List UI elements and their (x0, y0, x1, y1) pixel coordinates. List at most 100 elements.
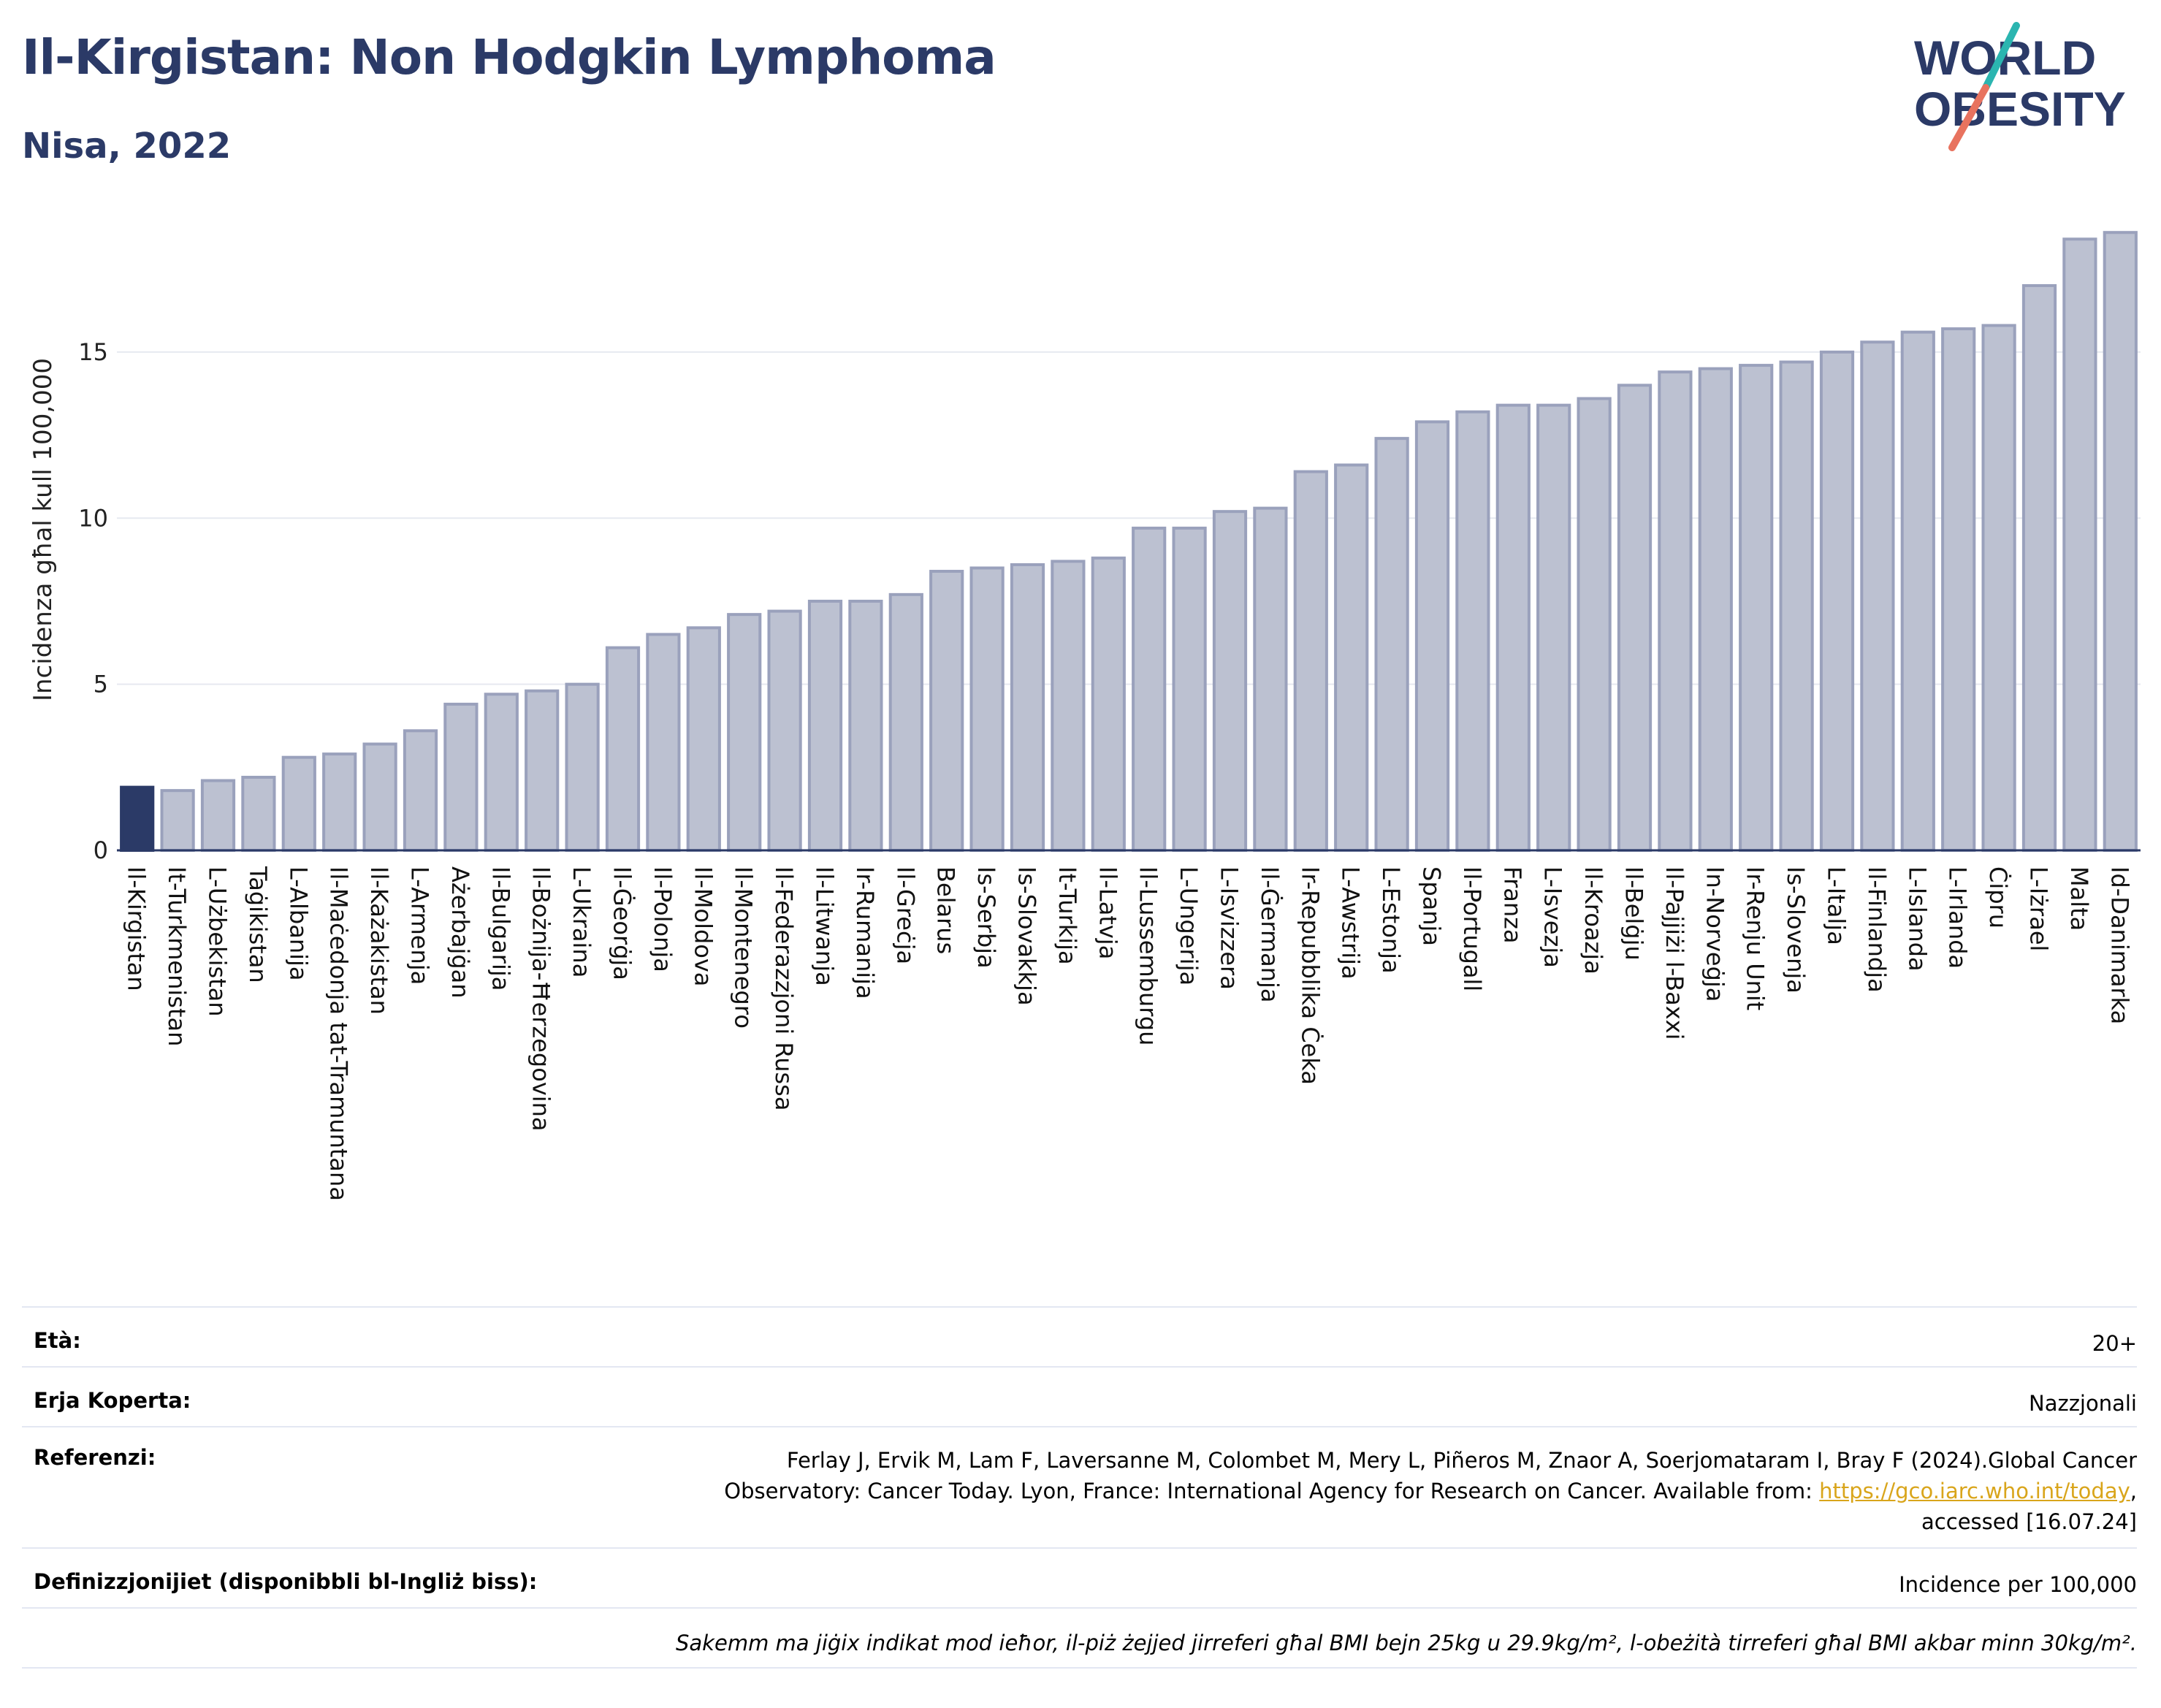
y-tick-label: 10 (78, 504, 108, 532)
bar (1900, 330, 1935, 852)
bar (1334, 463, 1369, 852)
age-value: 20+ (2092, 1331, 2137, 1356)
x-tick-label: Il-Polonja (649, 866, 676, 972)
bar (1779, 360, 1814, 852)
bar (1293, 470, 1328, 852)
reference-link[interactable]: https://gco.iarc.who.int/today (1819, 1479, 2130, 1503)
bar (807, 599, 843, 853)
bar (484, 693, 519, 852)
bar (1739, 364, 1774, 852)
x-tick-label: L-Italja (1823, 866, 1851, 945)
x-tick-label: Is-Slovenja (1782, 866, 1810, 994)
bar (1658, 370, 1693, 852)
x-tick-label: L-Użbekistan (204, 866, 232, 1017)
bar (2062, 237, 2097, 852)
bar (1010, 563, 1045, 852)
bar (1860, 340, 1895, 852)
info-row-definitions: Definizzjonijiet (disponibbli bl-Ingliż … (22, 1569, 2137, 1598)
info-row-references: Referenzi: Ferlay J, Ervik M, Lam F, Lav… (22, 1445, 2137, 1540)
reference-line-1: Ferlay J, Ervik M, Lam F, Laversanne M, … (786, 1448, 2137, 1473)
x-tick-label: Ażerbajġan (446, 866, 474, 999)
bar (605, 646, 641, 852)
x-tick-label: Il-Bulgarija (487, 866, 514, 991)
x-tick-label: Il-Każakistan (365, 866, 393, 1015)
bar (888, 592, 923, 853)
x-tick-label: L-Estonja (1377, 866, 1405, 974)
x-tick-label: Il-Ġeorġja (609, 866, 636, 980)
bar (1617, 384, 1653, 852)
x-tick-label: Malta (2065, 866, 2093, 931)
bar (1091, 556, 1126, 853)
x-tick-label: Is-Serbja (972, 866, 1000, 969)
bar (1132, 526, 1167, 852)
references-value: Ferlay J, Ervik M, Lam F, Laversanne M, … (724, 1445, 2137, 1537)
separator (22, 1667, 2137, 1669)
y-tick-label: 0 (94, 836, 108, 864)
x-tick-label: L-Awstrija (1337, 866, 1365, 980)
x-tick-label: Il-Maċedonja tat-Tramuntana (325, 866, 353, 1201)
separator (22, 1426, 2137, 1427)
bar (160, 789, 195, 852)
x-tick-label: Ir-Renju Unit (1742, 866, 1769, 1010)
bar (1414, 420, 1450, 852)
bar (241, 775, 276, 852)
x-tick-label: Ir-Repubblika Ċeka (1296, 866, 1324, 1085)
separator (22, 1366, 2137, 1368)
bar (565, 682, 600, 853)
bars (117, 231, 2141, 853)
bar (525, 689, 560, 852)
y-tick-label: 15 (78, 338, 108, 366)
x-tick-label: Il-Moldova (689, 866, 717, 986)
logo-slash-coral (1948, 84, 1989, 151)
bar (929, 570, 964, 852)
x-tick-label: In-Norveġja (1701, 866, 1729, 1002)
x-tick-label: Ċipru (1984, 866, 2012, 929)
bar (120, 785, 155, 852)
bar (1495, 403, 1531, 852)
x-tick-label: It-Turkmenistan (163, 866, 191, 1046)
bar-chart: 0 5 10 15 Il-Kirgistan It-Turkmenistan L-Użbe… (28, 231, 2141, 1201)
bar (1819, 350, 1855, 853)
bar (767, 609, 802, 852)
y-axis-label: Incidenza għal kull 100,000 (28, 358, 58, 701)
x-tick-label: L-Armenja (406, 866, 434, 985)
bar (322, 752, 357, 853)
bar (1253, 506, 1288, 852)
x-tick-label: L-Albanija (284, 866, 312, 980)
footnote: Sakemm ma jiġix indikat mod ieħor, il-pi… (676, 1631, 2137, 1655)
definitions-label: Definizzjonijiet (disponibbli bl-Ingliż … (34, 1569, 538, 1594)
x-tick-label: L-Isvezja (1539, 866, 1567, 968)
bar (686, 626, 721, 852)
logo-line1: WORLD (1914, 31, 2096, 85)
bar (362, 742, 397, 852)
x-tick-label: Il-Montenegro (730, 866, 758, 1029)
page-subtitle: Nisa, 2022 (22, 126, 232, 167)
page-title: Il-Kirgistan: Non Hodgkin Lymphoma (22, 29, 996, 85)
x-tick-label: Il-Lussemburgu (1135, 866, 1162, 1045)
x-tick-label: Il-Finlandja (1863, 866, 1891, 993)
x-tick-label: Franza (1498, 866, 1526, 944)
logo-slash-teal (1982, 22, 2020, 91)
x-tick-label: Il-Greċja (891, 866, 919, 964)
separator (22, 1306, 2137, 1308)
x-tick-label: Il-Pajjiżi l-Baxxi (1661, 866, 1688, 1040)
age-label: Età: (34, 1328, 81, 1353)
x-tick-label: Taġikistan (244, 866, 272, 983)
bar (1941, 327, 1976, 852)
bar (2103, 231, 2138, 853)
bar (1577, 397, 1612, 852)
x-tick-label: Il-Belġju (1620, 866, 1648, 961)
bar (1374, 437, 1409, 852)
bar (646, 633, 681, 853)
bar (403, 729, 438, 852)
x-tick-label: Belarus (932, 866, 960, 954)
x-tick-label: Is-Slovakkja (1013, 866, 1041, 1006)
x-tick-label: L-Isvizzera (1216, 866, 1243, 990)
x-tick-label: Il-Latvja (1094, 866, 1121, 959)
info-row-area: Erja Koperta: Nazzjonali (22, 1388, 2137, 1417)
logo-line2: OBESITY (1914, 82, 2126, 136)
reference-line-2: Observatory: Cancer Today. Lyon, France:… (724, 1476, 2137, 1506)
bar (200, 779, 236, 852)
x-tick-label: L-Irlanda (1944, 866, 1972, 969)
separator (22, 1607, 2137, 1609)
